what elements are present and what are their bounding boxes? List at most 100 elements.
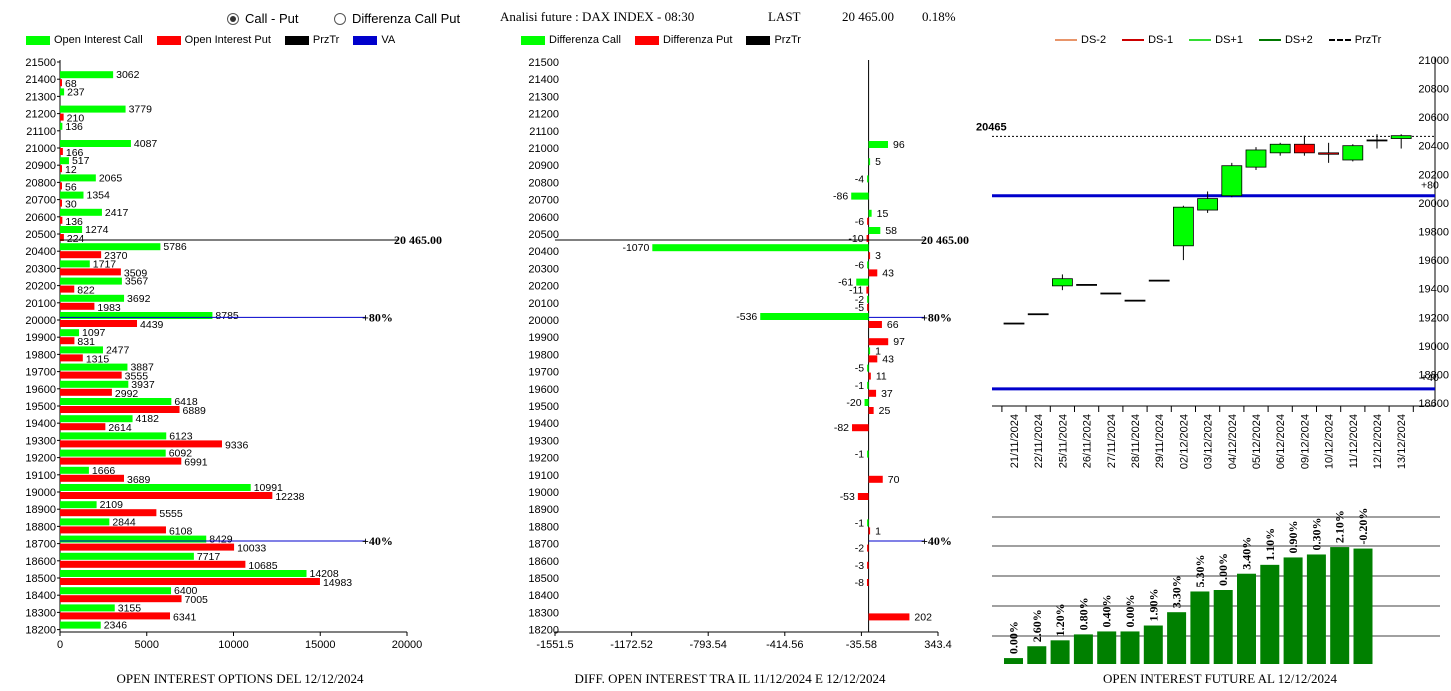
candle-body xyxy=(1124,299,1146,302)
oi-put-label: 831 xyxy=(77,336,95,348)
oi-call-bar xyxy=(60,243,161,251)
legend-line-prztr xyxy=(1328,39,1351,41)
oi-put-bar xyxy=(60,285,75,293)
diff-strike-label: 21400 xyxy=(528,74,559,86)
diff-x-tick-label: -1172.52 xyxy=(610,639,653,651)
future-bar-label: 3.30% xyxy=(1170,575,1184,608)
oi-strike-label: 18600 xyxy=(25,556,56,568)
legend-swatch-call xyxy=(26,35,50,45)
future-bar-label: 0.90% xyxy=(1286,520,1300,553)
oi-strike-label: 20200 xyxy=(25,281,56,293)
diff-call-bar xyxy=(868,141,888,148)
oi-x-tick-label: 15000 xyxy=(305,639,336,651)
oi-put-label: 5555 xyxy=(159,508,183,520)
future-bar xyxy=(1213,590,1233,664)
oi-va80-label: +80% xyxy=(362,310,393,324)
radio-call-put-label: Call - Put xyxy=(245,11,299,26)
diff-strike-label: 21300 xyxy=(528,91,559,103)
candle-y-tick-label: 19400 xyxy=(1418,284,1449,296)
legend-diff-call: Differenza Call xyxy=(549,34,621,46)
diff-put-bar xyxy=(852,424,869,432)
oi-put-bar xyxy=(60,354,83,362)
oi-put-label: 224 xyxy=(67,233,85,245)
diff-put-bar xyxy=(868,613,910,621)
oi-put-bar xyxy=(60,182,62,190)
diff-strike-label: 21000 xyxy=(528,143,559,155)
candle-body xyxy=(1221,165,1243,197)
oi-call-bar xyxy=(60,518,110,526)
diff-call-label: -1070 xyxy=(622,242,649,254)
diff-x-tick-label: 343.4 xyxy=(924,639,952,651)
candle-body xyxy=(1318,152,1339,155)
radio-diff-label: Differenza Call Put xyxy=(352,11,461,26)
oi-put-bar xyxy=(60,165,62,173)
oi-strike-label: 20300 xyxy=(25,263,56,275)
diff-strike-label: 20600 xyxy=(528,212,559,224)
diff-strike-label: 18700 xyxy=(528,539,559,551)
future-bar xyxy=(1167,612,1187,664)
analysis-title: Analisi future : DAX INDEX - 08:30 xyxy=(500,9,695,24)
diff-put-bar xyxy=(868,527,871,535)
future-bar-label: 0.00% xyxy=(1007,621,1021,654)
diff-strike-label: 20500 xyxy=(528,229,559,241)
diff-call-bar xyxy=(867,175,869,183)
oi-strike-label: 19000 xyxy=(25,487,56,499)
oi-call-label: 2417 xyxy=(105,207,129,219)
diff-strike-label: 20800 xyxy=(528,177,559,189)
diff-put-label: -3 xyxy=(855,560,864,572)
oi-call-bar xyxy=(60,432,167,440)
oi-put-bar xyxy=(60,337,75,345)
future-bar xyxy=(1353,548,1373,664)
legend-diff: Differenza Call Differenza Put PrzTr xyxy=(521,34,801,46)
oi-call-label: 8429 xyxy=(209,534,233,546)
oi-put-label: 2992 xyxy=(115,388,139,400)
oi-call-label: 2346 xyxy=(104,620,128,632)
diff-call-bar xyxy=(867,381,869,389)
oi-put-bar xyxy=(60,268,121,276)
oi-strike-label: 19500 xyxy=(25,401,56,413)
future-bar-label: 2.60% xyxy=(1030,609,1044,642)
oi-strike-label: 19400 xyxy=(25,418,56,430)
diff-call-label: 96 xyxy=(893,139,905,151)
radio-diff-call-put[interactable]: Differenza Call Put xyxy=(334,11,460,26)
legend-swatch-put xyxy=(156,35,181,45)
diff-strike-label: 19900 xyxy=(528,332,559,344)
oi-call-bar xyxy=(60,535,207,543)
future-bar xyxy=(1237,573,1256,664)
legend-line-ds2 xyxy=(1055,39,1077,41)
candle-date-label: 09/12/2024 xyxy=(1299,414,1311,469)
candle-body xyxy=(1366,139,1388,142)
diff-strike-label: 18500 xyxy=(528,573,559,585)
oi-strike-label: 18500 xyxy=(25,573,56,585)
oi-put-bar xyxy=(60,526,166,534)
oi-call-bar xyxy=(60,570,307,577)
oi-call-label: 14208 xyxy=(310,568,339,580)
oi-call-label: 1717 xyxy=(93,258,117,270)
oi-strike-label: 21200 xyxy=(25,109,56,121)
oi-put-bar xyxy=(60,543,235,551)
diff-put-label: 3 xyxy=(875,250,881,262)
diff-strike-label: 19300 xyxy=(528,435,559,447)
oi-strike-label: 19300 xyxy=(25,435,56,447)
diff-put-label: 43 xyxy=(882,353,894,365)
legend-oi-call: Open Interest Call xyxy=(54,34,143,46)
diff-put-label: 11 xyxy=(876,371,887,383)
oi-call-label: 6418 xyxy=(174,396,198,408)
legend-oi-put: Open Interest Put xyxy=(184,34,271,46)
future-bar xyxy=(1306,554,1326,664)
diff-put-label: 66 xyxy=(887,319,899,331)
diff-call-bar xyxy=(867,450,869,458)
candle-y-tick-label: 20800 xyxy=(1418,83,1449,95)
radio-call-put[interactable]: Call - Put xyxy=(227,11,298,26)
legend-line-dsp1 xyxy=(1189,39,1212,41)
diff-strike-label: 20700 xyxy=(528,195,559,207)
oi-put-bar xyxy=(60,371,122,379)
candle-y-tick-label: 19200 xyxy=(1418,312,1449,324)
oi-call-bar xyxy=(60,398,172,405)
oi-put-label: 10685 xyxy=(248,560,277,572)
candle-body xyxy=(1294,143,1315,154)
oi-put-label: 7005 xyxy=(185,594,209,606)
diff-put-label: -10 xyxy=(848,233,863,245)
diff-put-bar xyxy=(868,338,889,346)
